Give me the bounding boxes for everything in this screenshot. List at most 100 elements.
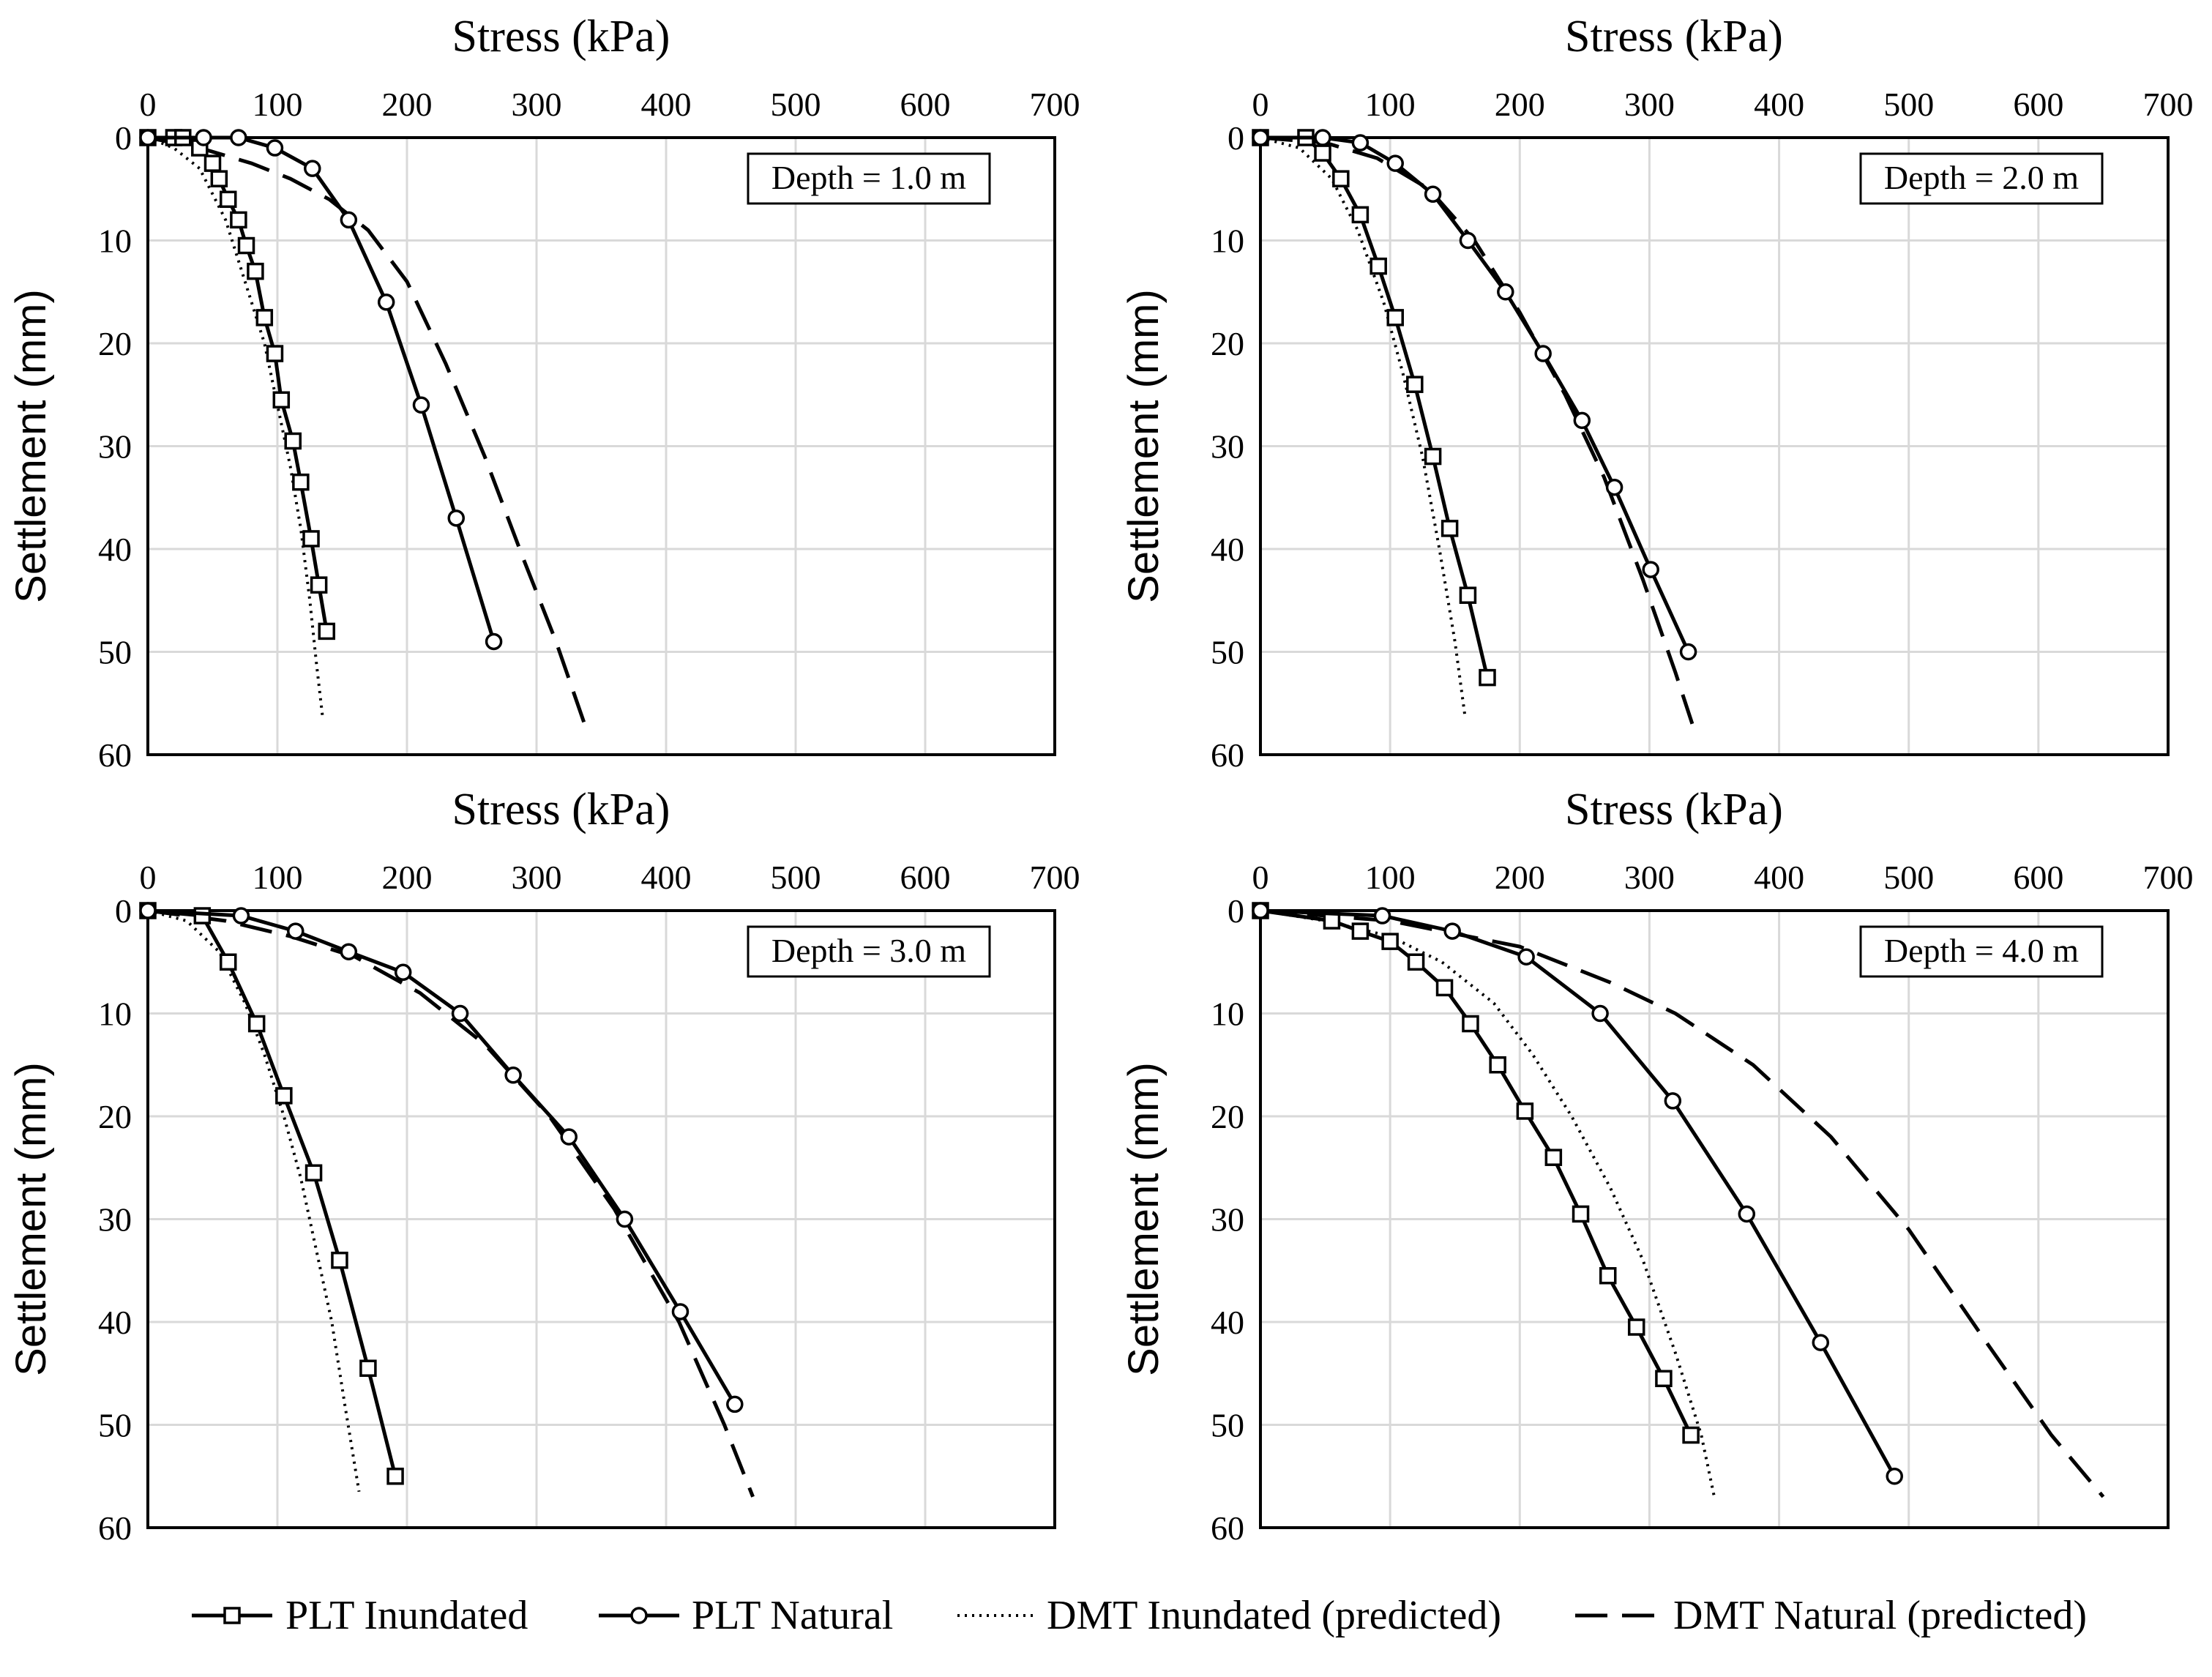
y-tick-label: 60 <box>98 736 132 774</box>
data-point-plt-inundated <box>331 1251 348 1269</box>
x-tick-label: 200 <box>382 859 433 896</box>
y-axis-title: Settlement (mm) <box>7 289 55 603</box>
x-tick-label: 500 <box>771 86 821 123</box>
x-tick-label: 200 <box>1495 86 1545 123</box>
series-line-dmt-inundated <box>147 909 361 1493</box>
data-point-plt-inundated <box>1441 520 1459 537</box>
x-axis-title: Stress (kPa) <box>1565 785 1783 834</box>
data-point-plt-inundated <box>1314 144 1331 162</box>
data-point-plt-natural <box>1497 283 1514 301</box>
y-tick-label: 60 <box>1211 736 1244 774</box>
data-point-plt-natural <box>1351 134 1370 152</box>
x-tick-label: 100 <box>253 859 303 896</box>
data-point-plt-inundated <box>1381 933 1399 950</box>
x-axis-title: Stress (kPa) <box>1565 12 1783 61</box>
data-point-plt-natural <box>1605 478 1623 496</box>
data-point-plt-natural <box>340 211 358 229</box>
data-point-plt-natural <box>1314 129 1331 146</box>
data-point-plt-inundated <box>310 576 328 594</box>
series-line-plt-natural <box>147 908 736 1405</box>
y-tick-label: 50 <box>98 1407 132 1444</box>
x-tick-label: 500 <box>1883 859 1934 896</box>
y-tick-label: 30 <box>98 1201 132 1239</box>
data-point-plt-inundated <box>1406 376 1424 393</box>
data-point-plt-natural <box>1443 922 1461 940</box>
x-tick-label: 100 <box>1365 859 1416 896</box>
data-point-plt-inundated <box>1332 170 1350 187</box>
data-point-plt-inundated <box>219 953 237 971</box>
data-point-plt-natural <box>726 1395 744 1413</box>
x-tick-label: 700 <box>1030 86 1080 123</box>
data-point-plt-inundated <box>318 622 336 640</box>
y-tick-label: 10 <box>98 223 132 260</box>
depth-annotation: Depth = 3.0 m <box>771 932 966 969</box>
x-tick-label: 0 <box>1252 86 1269 123</box>
data-point-plt-natural <box>340 943 358 960</box>
y-tick-label: 10 <box>98 996 132 1033</box>
legend-label: PLT Inundated <box>285 1593 528 1638</box>
legend: PLT Inundated PLT Natural DMT Inundated (p… <box>192 1593 2087 1638</box>
legend-marker <box>223 1607 241 1624</box>
plot-area-frame <box>146 909 1056 1529</box>
x-tick-label: 0 <box>140 86 157 123</box>
series-line-dmt-natural <box>1260 908 2105 1498</box>
y-tick-label: 40 <box>98 531 132 568</box>
series-line-dmt-inundated <box>147 136 324 720</box>
x-tick-label: 300 <box>1624 859 1675 896</box>
legend-item-dmt-inundated: DMT Inundated (predicted) <box>957 1593 1501 1638</box>
depth-annotation-box <box>1859 152 2104 205</box>
y-tick-label: 20 <box>1211 1098 1244 1135</box>
x-tick-label: 700 <box>1030 859 1080 896</box>
data-point-plt-inundated <box>210 170 228 187</box>
y-tick-label: 20 <box>98 325 132 362</box>
x-tick-label: 200 <box>382 86 433 123</box>
data-point-plt-inundated <box>1459 586 1477 604</box>
x-tick-label: 700 <box>2143 86 2194 123</box>
y-tick-label: 10 <box>1211 223 1244 260</box>
data-point-plt-natural <box>1252 129 1269 146</box>
data-point-plt-natural <box>1642 561 1659 578</box>
x-tick-label: 500 <box>1883 86 1934 123</box>
data-point-plt-inundated <box>1351 922 1370 940</box>
y-tick-label: 50 <box>1211 634 1244 671</box>
data-point-plt-inundated <box>1516 1102 1534 1120</box>
x-tick-label: 300 <box>1624 86 1675 123</box>
x-axis-title: Stress (kPa) <box>452 785 670 834</box>
y-tick-label: 20 <box>1211 325 1244 362</box>
chart-panel-4: 0 100 200 300 400 500 600 700 0 10 20 30 40 50 60 Stres… <box>1120 785 2194 1547</box>
series-line-plt-natural <box>148 135 496 643</box>
legend-item-plt-natural: PLT Natural <box>599 1593 893 1638</box>
chart-panel-2: 0 100 200 300 400 500 600 700 0 10 20 30 40 50 60 Stres… <box>1120 12 2194 774</box>
y-tick-label: 30 <box>98 428 132 466</box>
data-point-plt-natural <box>560 1128 578 1146</box>
data-point-plt-natural <box>1664 1092 1682 1110</box>
x-tick-label: 600 <box>2013 859 2063 896</box>
x-tick-label: 600 <box>900 86 951 123</box>
y-axis-title: Settlement (mm) <box>1120 289 1167 603</box>
x-tick-label: 400 <box>1754 86 1804 123</box>
data-point-plt-inundated <box>1682 1426 1700 1444</box>
depth-annotation: Depth = 1.0 m <box>771 159 966 196</box>
x-tick-label: 400 <box>641 859 692 896</box>
data-point-plt-natural <box>266 139 284 157</box>
data-point-plt-natural <box>1679 643 1697 661</box>
plot-area-frame <box>146 136 1056 756</box>
depth-annotation-box <box>1859 925 2104 978</box>
y-tick-label: 10 <box>1211 996 1244 1033</box>
x-tick-label: 700 <box>2143 859 2194 896</box>
x-tick-label: 400 <box>641 86 692 123</box>
legend-label: DMT Natural (predicted) <box>1673 1593 2087 1638</box>
y-tick-label: 0 <box>1228 119 1244 157</box>
data-point-plt-inundated <box>302 530 320 548</box>
series-line-plt-natural <box>1260 135 1690 653</box>
data-point-plt-inundated <box>1424 447 1442 466</box>
y-axis-title: Settlement (mm) <box>1120 1062 1167 1376</box>
data-point-plt-natural <box>504 1067 522 1084</box>
x-tick-label: 600 <box>900 859 951 896</box>
y-tick-label: 0 <box>1228 892 1244 930</box>
data-point-plt-natural <box>671 1303 690 1321</box>
chart-panel-1: 0 100 200 300 400 500 600 700 0 10 20 30 40 50 60 Stres… <box>7 12 1080 774</box>
data-point-plt-inundated <box>219 190 237 209</box>
chart-panel-3: 0 100 200 300 400 500 600 700 0 10 20 30 40 50 60 Stres… <box>7 785 1080 1547</box>
